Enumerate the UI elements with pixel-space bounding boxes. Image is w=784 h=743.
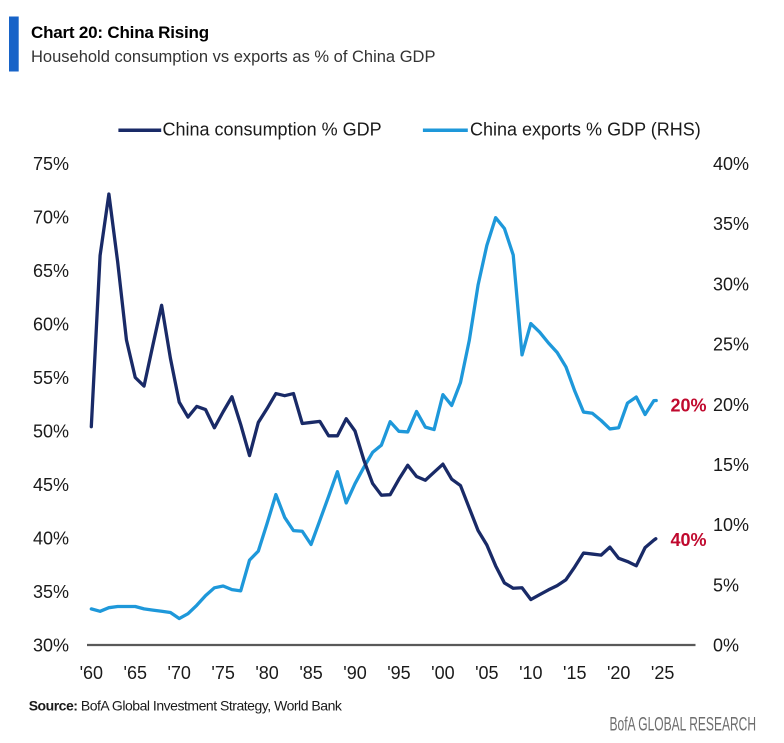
svg-text:50%: 50% [33,422,69,442]
svg-text:40%: 40% [713,154,749,174]
svg-text:China exports % GDP (RHS): China exports % GDP (RHS) [470,120,701,140]
svg-text:40%: 40% [33,529,69,549]
svg-text:25%: 25% [713,335,749,355]
svg-text:30%: 30% [713,274,749,294]
svg-text:65%: 65% [33,261,69,281]
svg-text:45%: 45% [33,475,69,495]
svg-text:China consumption % GDP: China consumption % GDP [163,120,382,140]
svg-text:'75: '75 [211,663,234,683]
svg-text:60%: 60% [33,315,69,335]
svg-text:20%: 20% [713,395,749,415]
svg-text:'20: '20 [607,663,630,683]
svg-text:75%: 75% [33,154,69,174]
svg-text:'25: '25 [651,663,674,683]
svg-text:'95: '95 [387,663,410,683]
svg-text:5%: 5% [713,575,739,595]
svg-text:BofA GLOBAL RESEARCH: BofA GLOBAL RESEARCH [610,715,757,735]
svg-text:'05: '05 [475,663,498,683]
svg-text:'00: '00 [431,663,454,683]
svg-text:'80: '80 [255,663,278,683]
svg-text:'90: '90 [343,663,366,683]
svg-text:'70: '70 [167,663,190,683]
svg-text:0%: 0% [713,636,739,656]
svg-text:70%: 70% [33,208,69,228]
svg-text:35%: 35% [33,582,69,602]
svg-text:35%: 35% [713,214,749,234]
svg-text:'10: '10 [519,663,542,683]
svg-text:Source: BofA Global Investment: Source: BofA Global Investment Strategy,… [29,698,343,714]
svg-text:30%: 30% [33,636,69,656]
svg-text:'60: '60 [80,663,103,683]
svg-text:'85: '85 [299,663,322,683]
svg-text:Household consumption vs expor: Household consumption vs exports as % of… [31,48,435,66]
svg-text:'15: '15 [563,663,586,683]
svg-text:55%: 55% [33,368,69,388]
svg-text:'65: '65 [124,663,147,683]
svg-text:20%: 20% [670,396,706,416]
svg-text:10%: 10% [713,515,749,535]
svg-text:Chart 20: China Rising: Chart 20: China Rising [31,23,209,42]
svg-text:15%: 15% [713,455,749,475]
svg-text:40%: 40% [670,530,706,550]
